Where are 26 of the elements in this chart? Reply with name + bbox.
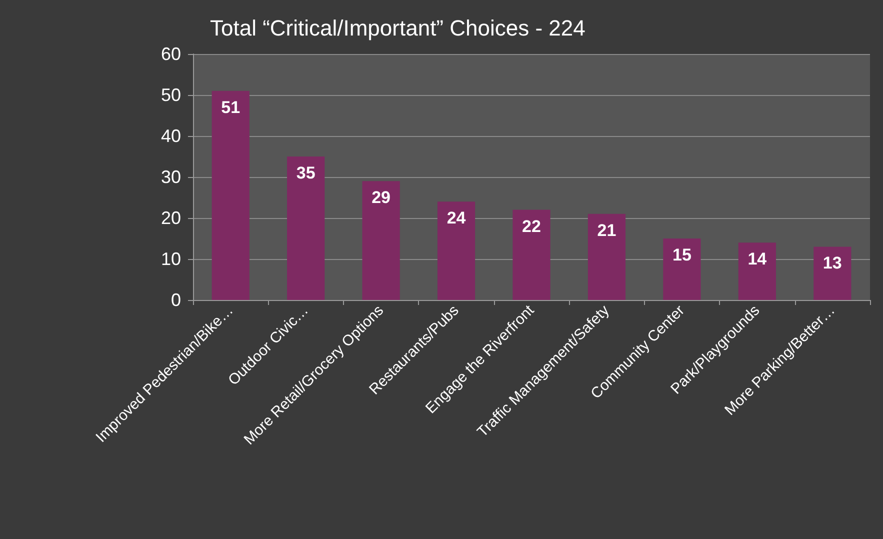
bar [287,156,325,300]
bar [588,214,626,300]
y-tick-label: 10 [160,249,181,269]
bar [512,210,550,300]
data-label: 22 [522,216,541,236]
bar [738,242,776,300]
data-label: 29 [372,188,391,208]
y-tick-label: 50 [160,85,181,105]
y-tick-label: 60 [160,44,181,64]
y-tick-label: 30 [160,167,181,187]
data-label: 13 [822,254,842,273]
data-label: 21 [597,220,616,240]
y-tick-label: 40 [160,126,181,146]
y-tick-label: 20 [160,208,181,228]
bar [663,238,701,300]
bar [437,202,476,300]
bar [362,181,400,300]
data-label: 51 [221,98,240,117]
data-label: 14 [748,250,768,269]
data-label: 35 [296,164,316,182]
bar [212,90,250,300]
data-label: 24 [446,208,466,228]
bar [814,246,852,300]
chart-title: Total “Critical/Important” Choices - 224 [210,16,586,40]
data-label: 15 [672,246,692,264]
y-tick-label: 0 [170,290,181,310]
